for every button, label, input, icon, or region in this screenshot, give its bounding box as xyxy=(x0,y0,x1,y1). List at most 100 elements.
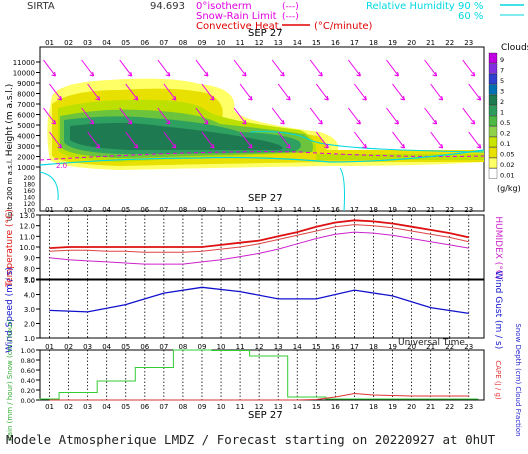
wind-arrow xyxy=(87,83,101,101)
wind-arrow xyxy=(125,131,139,149)
wind-arrow xyxy=(163,131,177,149)
wind-arrow-head xyxy=(286,95,291,101)
hour-ticks-mid: 01 02 03 04 05 06 07 08 09 10 11 12 13 14 15 16 17 18 19 20… xyxy=(45,206,473,214)
precip-bars: 0.00 0.20 0.40 0.60 0.80 1.00 xyxy=(21,347,479,405)
wind-arrow xyxy=(468,131,482,149)
wind-arrow-head xyxy=(318,119,323,125)
wind-arrow-head xyxy=(165,71,171,77)
hour-tick-07: 07 xyxy=(159,39,168,47)
height-tick-5000: 5000 xyxy=(17,122,35,130)
height-tick-4000: 4000 xyxy=(17,133,35,141)
precip-tick-1.00: 1.00 xyxy=(21,347,35,355)
wind-arrow xyxy=(386,59,399,77)
hour-tick-21: 21 xyxy=(426,403,435,411)
cape-label: CAPE (J / g) xyxy=(494,360,502,400)
hour-tick-10: 10 xyxy=(217,206,226,214)
coord-fragment: 94.693 xyxy=(150,1,185,12)
wind-arrow xyxy=(201,131,215,149)
temp-tick-7.0: 7.0 xyxy=(24,276,35,284)
clouds-legend-swatch xyxy=(488,94,498,106)
legend-conv-unit: (°C/minute) xyxy=(314,21,373,32)
wind-arrow-head xyxy=(286,143,291,149)
wind-arrow-head xyxy=(241,71,247,77)
hour-tick-20: 20 xyxy=(407,343,416,351)
hour-tick-09: 09 xyxy=(198,39,207,47)
wind-arrow xyxy=(239,83,253,101)
clouds-legend-swatch xyxy=(488,115,498,127)
wind-arrow xyxy=(277,83,291,101)
rh-line-60 xyxy=(39,167,345,212)
temperature-lines: 7.0 8.0 9.0 10.0 11.0 12.0 13.0 xyxy=(19,212,470,284)
height-tick-2000: 2000 xyxy=(17,154,35,162)
wind-arrow xyxy=(125,83,139,101)
wind-speed-label: Wind Speed (m / s) xyxy=(5,267,15,353)
hour-tick-08: 08 xyxy=(178,403,187,411)
cape-series xyxy=(49,392,469,401)
wind-arrow-head xyxy=(57,95,63,101)
hour-tick-23: 23 xyxy=(464,343,473,351)
temp-tick-10.0: 10.0 xyxy=(19,244,35,252)
height-tick-6000: 6000 xyxy=(17,112,35,120)
clouds-legend-label-3: 3 xyxy=(500,88,504,96)
temperature-series-2 xyxy=(49,224,469,253)
height-tick-7000: 7000 xyxy=(17,101,35,109)
wind-arrow xyxy=(157,107,171,125)
hour-tick-12: 12 xyxy=(255,403,264,411)
hour-tick-13: 13 xyxy=(274,206,283,214)
wind-arrow-head xyxy=(203,119,209,125)
clouds-legend-swatch xyxy=(488,105,498,116)
hour-tick-16: 16 xyxy=(331,39,340,47)
height-label: Height (m a.s.l.) xyxy=(5,84,15,157)
hour-tick-06: 06 xyxy=(140,206,149,214)
wind-arrow xyxy=(43,107,56,125)
hour-tick-15: 15 xyxy=(312,343,321,351)
wind-arrow-head xyxy=(127,71,133,77)
wind-arrow-head xyxy=(247,143,253,149)
wind-arrow xyxy=(348,59,361,77)
wind-arrow xyxy=(87,131,101,149)
wind-arrow-head xyxy=(203,71,209,77)
footer-title: Modele Atmospherique LMDZ / Forecast sta… xyxy=(6,432,496,447)
hour-tick-17: 17 xyxy=(350,206,359,214)
legend-isotherm: 0°isotherm xyxy=(196,1,252,12)
hour-tick-05: 05 xyxy=(121,403,130,411)
temperature-panel: 7.0 8.0 9.0 10.0 11.0 12.0 13.0 Temperature (°… xyxy=(5,209,503,288)
wind-arrow-head xyxy=(400,95,406,101)
hour-tick-01: 01 xyxy=(45,206,54,214)
rh-line-upper xyxy=(249,131,485,153)
wind-arrow xyxy=(430,131,444,149)
wind-arrow-head xyxy=(318,71,323,77)
wind-arrow xyxy=(271,59,285,77)
wind-arrow xyxy=(233,59,247,77)
cloud-bands xyxy=(39,78,485,212)
wind-arrow xyxy=(119,107,133,125)
wind-arrow-head xyxy=(133,95,139,101)
hour-ticks-low: 01 02 03 04 05 06 07 08 09 10 11 12 13 14 15 16 17 18 19 20… xyxy=(45,343,473,351)
wind-panel: 1.0 2.0 3.0 4.0 5.0 Wind Speed (m / s) Wind … xyxy=(5,267,503,353)
height-tick-low-120: 120 xyxy=(24,201,36,208)
temp-tick-12.0: 12.0 xyxy=(19,223,35,231)
hour-tick-14: 14 xyxy=(293,206,302,214)
legend-snow-unit: (---) xyxy=(282,12,299,22)
hour-tick-22: 22 xyxy=(445,206,454,214)
clouds-legend-unit: (g/kg) xyxy=(497,184,521,193)
hour-tick-01: 01 xyxy=(45,403,54,411)
height-tick-11000: 11000 xyxy=(13,59,35,67)
wind-panel-frame xyxy=(39,279,485,339)
wind-arrow-head xyxy=(171,95,177,101)
wind-arrow-head xyxy=(165,119,171,125)
wind-arrow xyxy=(49,131,62,149)
hour-tick-12: 12 xyxy=(255,343,264,351)
hour-tick-08: 08 xyxy=(178,343,187,351)
hour-tick-11: 11 xyxy=(236,343,245,351)
legend-rh-60: 60 % xyxy=(458,11,483,22)
precip-panel: 0.00 0.20 0.40 0.60 0.80 1.00 Rain (mm / hour… xyxy=(6,319,522,441)
hour-tick-18: 18 xyxy=(369,39,378,47)
wind-arrow xyxy=(462,59,476,77)
legend-rh-90: 90 % xyxy=(458,1,483,12)
clouds-legend-swatch xyxy=(488,73,498,85)
hour-tick-18: 18 xyxy=(369,343,378,351)
wind-arrow xyxy=(49,83,62,101)
height-tick-low-160: 160 xyxy=(24,188,36,195)
